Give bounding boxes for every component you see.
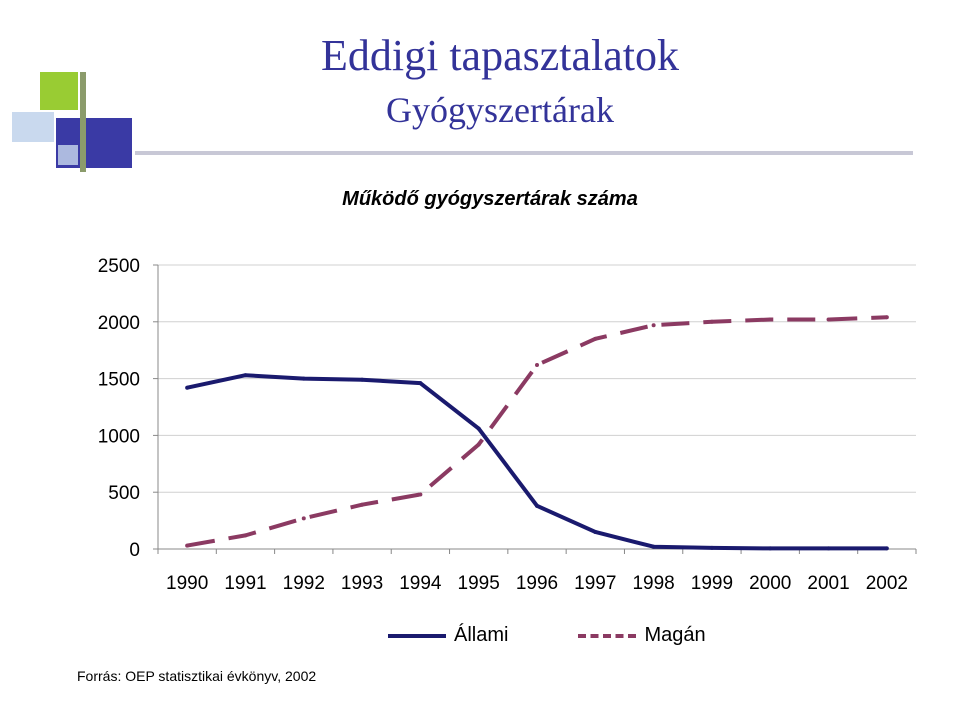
data-point-magan-1995: [476, 442, 481, 447]
data-point-allami-1993: [360, 377, 365, 382]
slide-subtitle: Gyógyszertárak: [386, 90, 614, 130]
data-point-allami-1999: [709, 545, 714, 550]
x-tick-label-2000: 2000: [749, 573, 791, 594]
data-point-allami-1996: [535, 503, 539, 508]
data-point-magan-1997: [593, 336, 598, 341]
data-point-magan-2002: [884, 315, 889, 320]
y-tick-label-2500: 2500: [98, 256, 140, 277]
data-point-magan-1990: [185, 543, 190, 548]
title-divider: [135, 151, 913, 155]
data-point-allami-1998: [651, 544, 656, 549]
data-point-magan-1991: [243, 533, 248, 538]
source-note: Forrás: OEP statisztikai évkönyv, 2002: [77, 668, 317, 684]
data-point-magan-2001: [826, 317, 831, 322]
data-point-allami-1992: [301, 376, 306, 381]
y-tick-label-2000: 2000: [98, 313, 140, 334]
x-tick-label-1992: 1992: [283, 573, 325, 594]
x-tick-label-1993: 1993: [341, 573, 383, 594]
y-tick-label-1500: 1500: [98, 370, 140, 391]
x-tick-label-2002: 2002: [866, 573, 908, 594]
data-point-magan-1994: [418, 492, 423, 497]
data-point-magan-1993: [360, 502, 365, 507]
data-point-allami-1991: [243, 373, 248, 378]
x-tick-label-1995: 1995: [458, 573, 500, 594]
decorative-squares: [12, 72, 132, 172]
y-tick-label-0: 0: [129, 540, 140, 561]
x-tick-label-1990: 1990: [166, 573, 208, 594]
data-point-allami-2001: [826, 546, 831, 551]
data-point-magan-2000: [768, 317, 773, 322]
x-tick-label-1997: 1997: [574, 573, 616, 594]
data-point-allami-2002: [884, 546, 889, 551]
x-tick-label-1999: 1999: [691, 573, 733, 594]
x-tick-label-1991: 1991: [224, 573, 266, 594]
data-point-allami-1995: [476, 426, 481, 431]
y-tick-label-1000: 1000: [98, 426, 140, 447]
chart-legend: Állami Magán: [388, 624, 706, 647]
legend-label-magan: Magán: [644, 624, 706, 646]
data-point-magan-1996: [535, 362, 539, 367]
slide-title: Eddigi tapasztalatok: [321, 31, 679, 80]
data-point-allami-2000: [768, 546, 773, 551]
data-point-allami-1994: [418, 381, 423, 386]
legend-swatch-allami: [388, 633, 446, 638]
legend-item-allami: Állami: [388, 624, 508, 647]
data-point-magan-1999: [709, 319, 714, 324]
x-tick-label-1996: 1996: [516, 573, 558, 594]
y-tick-label-500: 500: [108, 483, 140, 504]
data-point-magan-1992: [301, 516, 306, 521]
chart-title: Működő gyógyszertárak száma: [342, 188, 638, 210]
legend-swatch-magan: [578, 633, 637, 638]
x-tick-label-1994: 1994: [399, 573, 442, 594]
data-point-allami-1997: [593, 529, 598, 534]
series-line-magan: [186, 315, 887, 548]
x-tick-label-1998: 1998: [632, 573, 674, 594]
legend-item-magan: Magán: [508, 624, 706, 647]
x-tick-label-2001: 2001: [807, 573, 849, 594]
legend-label-allami: Állami: [454, 624, 509, 646]
data-point-allami-1990: [185, 385, 190, 390]
data-point-magan-1998: [651, 323, 656, 328]
